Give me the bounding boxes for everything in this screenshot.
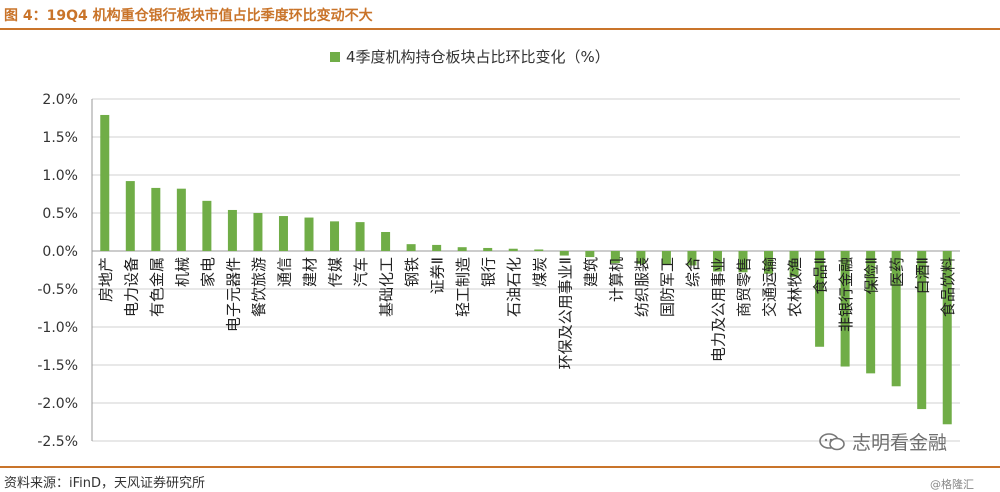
category-label: 电力设备 bbox=[122, 257, 140, 317]
footer-divider bbox=[0, 466, 1000, 468]
bar bbox=[483, 247, 493, 251]
category-label: 银行 bbox=[480, 257, 498, 287]
legend-swatch bbox=[330, 52, 340, 62]
category-label: 非银行金融 bbox=[837, 257, 855, 332]
bar bbox=[151, 187, 161, 251]
bar bbox=[432, 244, 442, 251]
y-tick-label: 2.0% bbox=[42, 92, 78, 108]
bar bbox=[815, 251, 825, 347]
y-tick-label: 0.5% bbox=[42, 206, 78, 222]
bar bbox=[712, 251, 722, 272]
y-tick-label: 1.5% bbox=[42, 130, 78, 146]
bar bbox=[866, 251, 876, 374]
bar bbox=[330, 221, 340, 251]
bar bbox=[534, 249, 544, 251]
category-label: 农林牧渔 bbox=[786, 257, 804, 317]
category-label: 保险Ⅱ bbox=[863, 257, 881, 294]
y-tick-label: -1.0% bbox=[37, 320, 78, 336]
category-label: 食品饮料 bbox=[939, 257, 957, 317]
watermark: 志明看金融 bbox=[818, 428, 947, 455]
category-label: 纺织服装 bbox=[633, 257, 651, 317]
y-tick-label: -2.5% bbox=[37, 434, 78, 450]
category-label: 电力及公用事业 bbox=[709, 257, 727, 362]
bar bbox=[227, 209, 237, 251]
wechat-icon bbox=[818, 432, 846, 452]
bar bbox=[457, 247, 467, 251]
category-label: 轻工制造 bbox=[454, 257, 472, 317]
category-label: 餐饮旅游 bbox=[250, 257, 268, 317]
category-label: 钢铁 bbox=[403, 257, 421, 287]
category-label: 综合 bbox=[684, 257, 702, 287]
bar bbox=[355, 222, 365, 251]
bar bbox=[917, 251, 927, 410]
category-label: 建材 bbox=[301, 257, 319, 287]
category-label: 食品Ⅱ bbox=[812, 257, 830, 294]
category-label: 交通运输 bbox=[761, 257, 779, 317]
bar bbox=[202, 200, 212, 251]
y-tick-label: -1.5% bbox=[37, 358, 78, 374]
bar bbox=[253, 213, 263, 251]
bar bbox=[304, 217, 314, 251]
category-label: 汽车 bbox=[352, 257, 370, 287]
bar bbox=[891, 251, 901, 387]
bar bbox=[942, 251, 952, 425]
bar bbox=[840, 251, 850, 367]
y-tick-label: 1.0% bbox=[42, 168, 78, 184]
bar bbox=[278, 216, 288, 251]
bar bbox=[559, 251, 569, 256]
y-tick-label: 0.0% bbox=[42, 244, 78, 260]
category-label: 电子元器件 bbox=[224, 257, 242, 332]
y-tick-label: -0.5% bbox=[37, 282, 78, 298]
category-label: 家电 bbox=[199, 257, 217, 287]
bar bbox=[508, 248, 518, 251]
watermark-secondary: @格隆汇 bbox=[930, 478, 974, 491]
category-label: 环保及公用事业Ⅱ bbox=[556, 257, 574, 369]
category-label: 基础化工 bbox=[378, 257, 396, 317]
bar bbox=[636, 251, 646, 264]
category-label: 白酒Ⅱ bbox=[914, 257, 932, 294]
watermark-text: 志明看金融 bbox=[852, 432, 948, 454]
category-label: 国防军工 bbox=[658, 257, 676, 317]
bar bbox=[661, 251, 671, 265]
bar bbox=[764, 251, 774, 274]
category-label: 机械 bbox=[173, 257, 191, 287]
bar bbox=[176, 188, 186, 251]
figure-header: 图 4：19Q4 机构重仓银行板块市值占比季度环比变动不大 bbox=[0, 0, 1000, 30]
category-label: 证券Ⅱ bbox=[429, 257, 447, 294]
category-label: 商贸零售 bbox=[735, 257, 753, 317]
bar bbox=[381, 232, 391, 251]
bar bbox=[610, 251, 620, 264]
legend-label: 4季度机构持仓板块占比环比变化（%） bbox=[346, 48, 610, 66]
bar bbox=[789, 251, 799, 277]
category-label: 煤炭 bbox=[531, 257, 549, 287]
y-tick-label: -2.0% bbox=[37, 396, 78, 412]
bar bbox=[585, 251, 595, 258]
category-label: 房地产 bbox=[97, 257, 115, 302]
category-label: 传媒 bbox=[327, 257, 345, 287]
category-label: 通信 bbox=[275, 257, 293, 287]
source-note: 资料来源：iFinD，天风证券研究所 bbox=[4, 476, 206, 491]
figure-title: 图 4：19Q4 机构重仓银行板块市值占比季度环比变动不大 bbox=[4, 8, 373, 24]
category-label: 建筑 bbox=[582, 257, 600, 287]
bar bbox=[125, 181, 135, 251]
category-label: 有色金属 bbox=[148, 257, 166, 317]
category-label: 计算机 bbox=[607, 257, 625, 302]
bar bbox=[406, 244, 416, 251]
bar bbox=[687, 251, 697, 266]
bar bbox=[738, 251, 748, 273]
bar-chart: 4季度机构持仓板块占比环比变化（%） 2.0% 1.5% 1.0% 0.5% 0.0% -0… bbox=[37, 48, 960, 450]
category-label: 医药 bbox=[888, 257, 906, 287]
category-label: 石油石化 bbox=[505, 257, 523, 317]
bar bbox=[100, 114, 110, 252]
